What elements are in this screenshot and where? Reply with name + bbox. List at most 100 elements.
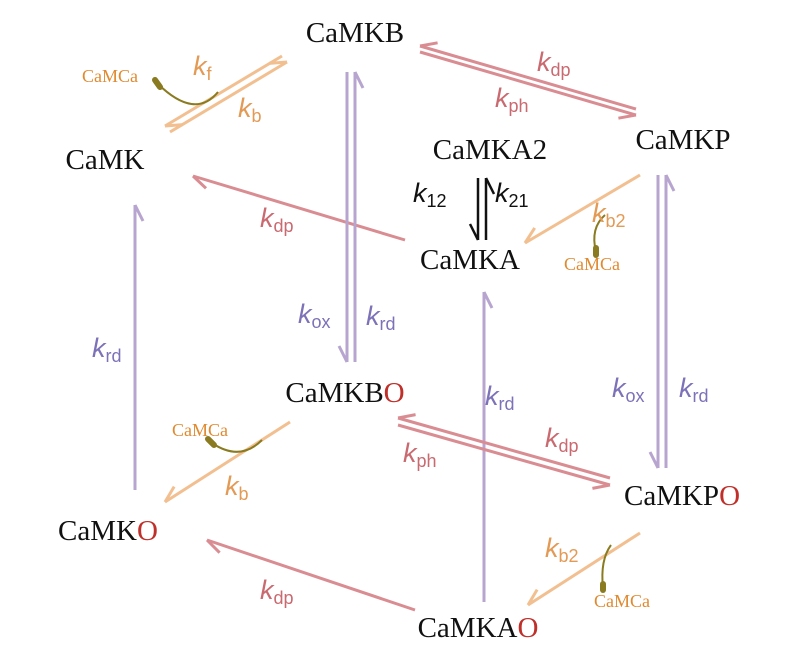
arrow-head	[648, 451, 660, 469]
node-suffix: O	[517, 612, 538, 644]
arrow-line	[397, 423, 611, 487]
node-label: CaMKO	[58, 515, 158, 547]
arrow-head	[163, 485, 176, 503]
node-base: CaMKA	[420, 244, 520, 276]
arrow-line	[527, 531, 641, 607]
arrow-line	[164, 420, 291, 504]
arrow-head	[191, 174, 208, 190]
rate-symbol: k	[298, 299, 313, 329]
ligand-arrow	[157, 83, 219, 106]
rate-symbol: k	[225, 471, 240, 501]
rate-subscript: dp	[559, 436, 579, 456]
rate-label: kox	[612, 373, 645, 406]
node-label: CaMKP	[635, 124, 730, 156]
arrow-head	[397, 413, 416, 420]
arrow-head	[337, 345, 349, 363]
rate-symbol: k	[495, 178, 510, 208]
arrow-head	[353, 71, 365, 89]
node-suffix: O	[384, 377, 405, 409]
rate-symbol: k	[545, 423, 560, 453]
node-suffix: O	[137, 515, 158, 547]
node-suffix: O	[719, 480, 740, 512]
rate-symbol: k	[485, 381, 500, 411]
arrow-head	[526, 588, 539, 606]
arrow-head	[133, 204, 145, 222]
node-label: CaMK	[66, 144, 145, 176]
node-label: CaMKPO	[624, 480, 740, 512]
arrow-line	[192, 174, 406, 242]
rate-label: kph	[495, 83, 529, 116]
rate-label: kox	[298, 299, 331, 332]
ligand-label: CaMCa	[172, 420, 228, 440]
node-base: CaMKA	[418, 612, 518, 644]
rate-symbol: k	[366, 301, 381, 331]
rate-symbol: k	[260, 203, 275, 233]
arrow-head	[664, 174, 676, 192]
node-label: CaMKAO	[418, 612, 539, 644]
ligand-arrowhead	[205, 436, 217, 448]
arrow-head	[164, 123, 183, 128]
rate-symbol: k	[403, 438, 418, 468]
rate-label: krd	[366, 301, 396, 334]
rate-subscript: 12	[427, 191, 447, 211]
rate-subscript: b2	[559, 546, 579, 566]
node-base: CaMKB	[285, 377, 383, 409]
rate-subscript: ph	[417, 451, 437, 471]
rate-label: k12	[413, 178, 447, 211]
ligand-label: CaMCa	[594, 591, 650, 611]
rate-symbol: k	[92, 333, 107, 363]
rate-symbol: k	[260, 575, 275, 605]
node-label: CaMKA	[420, 244, 520, 276]
ligand-label: CaMCa	[82, 66, 138, 86]
ligand-label: CaMCa	[564, 254, 620, 274]
rate-label: krd	[485, 381, 515, 414]
rate-subscript: b	[239, 484, 249, 504]
rate-subscript: dp	[551, 60, 571, 80]
node-label: CaMKBO	[285, 377, 404, 409]
rate-label: kb2	[592, 198, 626, 231]
rate-symbol: k	[679, 373, 694, 403]
rate-symbol: k	[413, 178, 428, 208]
rate-label: krd	[92, 333, 122, 366]
arrow-head	[523, 227, 536, 244]
rate-label: krd	[679, 373, 709, 406]
rate-symbol: k	[193, 51, 208, 81]
rate-symbol: k	[537, 47, 552, 77]
rate-symbol: k	[545, 533, 560, 563]
rate-subscript: rd	[693, 386, 709, 406]
node-base: CaMKA2	[433, 134, 547, 166]
node-base: CaMKP	[624, 480, 719, 512]
rate-label: k21	[495, 178, 529, 211]
arrow-head	[618, 113, 637, 120]
rate-label: kph	[403, 438, 437, 471]
rate-label: kb2	[545, 533, 579, 566]
rate-subscript: rd	[380, 314, 396, 334]
arrow-line	[524, 173, 641, 245]
arrow-head	[482, 291, 494, 309]
node-base: CaMKP	[635, 124, 730, 156]
rate-label: kf	[193, 51, 213, 84]
node-label: CaMKA2	[433, 134, 547, 166]
rate-subscript: ox	[626, 386, 645, 406]
rate-subscript: rd	[106, 346, 122, 366]
rate-label: kb	[238, 93, 262, 126]
rate-label: kb	[225, 471, 249, 504]
arrow-head	[468, 223, 480, 241]
arrow-line	[169, 60, 288, 134]
rate-label: kdp	[537, 47, 571, 80]
arrow-head	[592, 483, 611, 490]
rate-symbol: k	[612, 373, 627, 403]
arrow-line	[164, 54, 283, 128]
ligand-arrowhead	[152, 77, 163, 90]
rate-subscript: f	[207, 64, 213, 84]
node-base: CaMKB	[306, 17, 404, 49]
rate-symbol: k	[238, 93, 253, 123]
rate-subscript: rd	[499, 394, 515, 414]
rate-label: kdp	[260, 575, 294, 608]
arrow-line	[419, 50, 637, 117]
arrow-line	[419, 44, 637, 111]
node-base: CaMK	[66, 144, 145, 176]
rate-subscript: 21	[509, 191, 529, 211]
rate-subscript: ox	[312, 312, 331, 332]
